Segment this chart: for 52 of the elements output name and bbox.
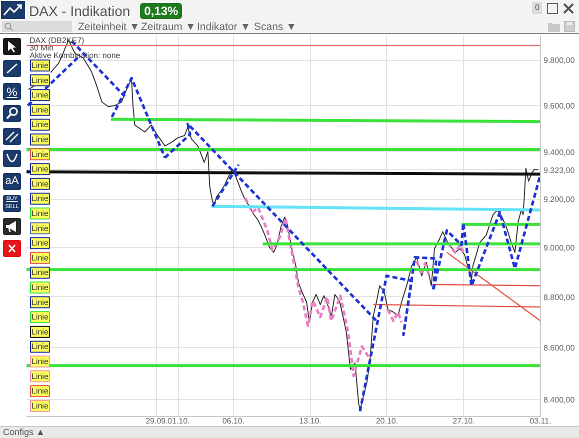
annotation: Linie [32,327,49,336]
y-tick-label: 8.600,00 [544,344,576,353]
y-tick-label: 9.800,00 [544,56,576,66]
x-tick-label: 03.11. [530,416,552,426]
x-tick-label: 27.10. [452,416,475,426]
annotation: Linie [32,164,49,174]
text: Zeiteinheit ▼ [78,20,140,35]
annotation: Linie [32,357,49,366]
annotation: Linie [32,105,49,114]
y-tick-label: 8.800,00 [544,292,576,302]
annotation: Linie [32,61,49,70]
text: 0,13% [140,3,182,19]
annotation: Linie [32,342,49,352]
annotation: Linie [32,283,49,292]
annotation: Linie [32,298,49,307]
annotation: Linie [32,90,49,100]
annotation: Linie [32,238,49,248]
annotation: Linie [32,150,49,159]
annotation: Linie [32,224,49,233]
annotation: Linie [32,386,49,396]
annotation: DAX (DB2KE7) [30,36,85,45]
annotation: Linie [32,135,49,144]
annotation: Linie [32,312,49,322]
text: % [3,84,21,98]
text: Scans ▼ [254,20,296,35]
y-tick-label: 8.400,00 [544,395,576,404]
text: Configs ▲ [3,427,45,438]
x-tick-label: 13.10. [299,416,322,426]
text: 0 [532,2,542,14]
text: Zeitraum ▼ [141,20,196,35]
x-tick-label: 01.10. [168,416,190,426]
x-tick-label: 06.10. [222,416,245,426]
text: Indikator ▼ [197,20,251,35]
y-tick-label: 9.600,00 [544,101,576,110]
annotation: Linie [32,76,49,85]
annotation: Linie [32,194,49,204]
y-tick-label: 9.000,00 [544,244,576,253]
annotation: Linie [32,268,49,278]
annotation: Linie [32,253,49,262]
text: aA [3,173,21,190]
annotation: Linie [32,120,49,130]
annotation: Linie [32,209,49,218]
chart-title: DAX - Indikation [29,2,130,21]
y-tick-label: 9.323,00 [544,166,576,175]
annotation: 30 Min [30,44,54,52]
x-tick-label: 29.09. [146,416,168,426]
y-tick-label: 9.400,00 [544,148,576,157]
annotation: Linie [32,372,49,381]
annotation: Linie [32,179,49,188]
y-tick-label: 9.200,00 [544,195,576,204]
x-tick-label: 20.10. [376,416,398,426]
annotation: Linie [32,401,49,410]
